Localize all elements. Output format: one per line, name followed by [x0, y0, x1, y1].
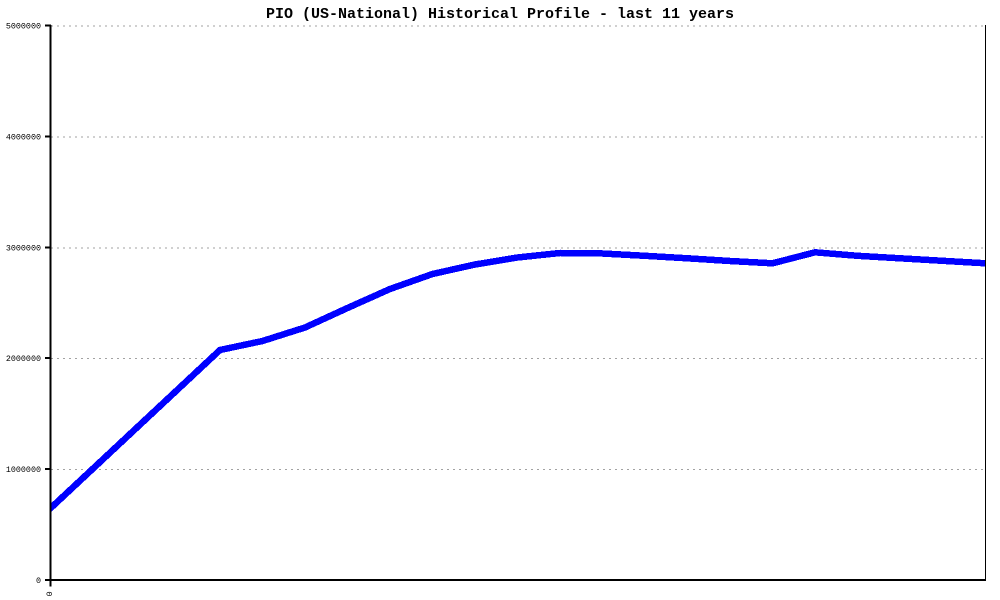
svg-text:5000000: 5000000 — [6, 22, 41, 32]
svg-text:3000000: 3000000 — [6, 243, 41, 253]
svg-text:PIO (US-National) Historical P: PIO (US-National) Historical Profile - l… — [266, 6, 734, 23]
svg-text:4000000: 4000000 — [6, 132, 41, 142]
svg-text:1000000: 1000000 — [6, 465, 41, 475]
svg-text:0: 0 — [36, 576, 41, 586]
svg-text:0: 0 — [43, 591, 53, 596]
svg-text:2000000: 2000000 — [6, 354, 41, 364]
